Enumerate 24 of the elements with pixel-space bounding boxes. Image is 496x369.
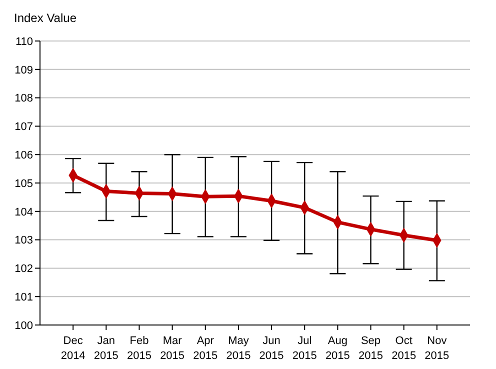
x-tick-label: Feb 2015	[126, 335, 152, 362]
x-tick-label: Nov 2015	[424, 335, 450, 362]
y-tick-label: 107	[14, 121, 33, 134]
x-tick-label: Mar 2015	[160, 335, 185, 362]
y-tick-label: 102	[14, 263, 33, 276]
x-tick-label: Dec 2014	[60, 335, 86, 362]
y-tick-label: 104	[14, 206, 33, 218]
x-tick-label: Jul 2015	[292, 335, 317, 362]
x-tick-label: Jun 2015	[259, 335, 284, 362]
x-tick-label: Apr 2015	[193, 335, 218, 362]
x-tick-label: Sep 2015	[358, 335, 384, 362]
x-tick-label: Oct 2015	[392, 335, 416, 362]
y-tick-label: 108	[14, 92, 33, 105]
y-tick-label: 109	[14, 64, 33, 76]
y-tick-label: 100	[14, 320, 33, 332]
y-tick-label: 101	[14, 292, 33, 304]
y-axis-title: Index Value	[14, 11, 76, 25]
y-tick-label: 103	[14, 234, 33, 247]
y-tick-label: 106	[14, 150, 33, 162]
x-tick-label: May 2015	[226, 335, 251, 362]
x-tick-label: Aug 2015	[325, 335, 350, 362]
x-tick-label: Jan 2015	[94, 335, 118, 362]
y-tick-label: 110	[15, 36, 33, 48]
y-tick-label: 105	[14, 178, 33, 190]
